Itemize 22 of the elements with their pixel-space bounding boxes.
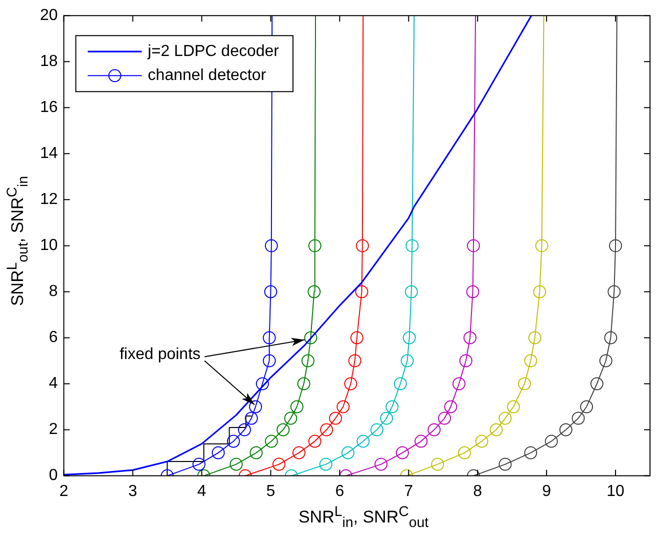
- legend-label: j=2 LDPC decoder: [146, 43, 280, 60]
- y-tick-label: 18: [40, 53, 58, 70]
- y-tick-label: 8: [48, 283, 58, 300]
- x-tick-label: 9: [542, 482, 552, 500]
- y-tick-label: 10: [40, 237, 58, 254]
- y-tick-label: 0: [48, 467, 58, 484]
- x-tick-label: 8: [473, 482, 482, 500]
- x-tick-label: 6: [335, 482, 344, 500]
- y-tick-label: 4: [48, 375, 58, 392]
- x-tick-label: 7: [404, 482, 414, 500]
- y-tick-label: 14: [40, 145, 58, 162]
- x-tick-label: 10: [606, 482, 625, 500]
- y-tick-label: 20: [40, 7, 58, 24]
- legend-label: channel detector: [148, 67, 267, 84]
- y-tick-label: 6: [48, 329, 58, 346]
- y-tick-label: 2: [48, 421, 58, 438]
- x-tick-label: 4: [197, 482, 206, 500]
- y-tick-label: 16: [40, 99, 58, 116]
- x-tick-label: 3: [128, 482, 138, 500]
- y-tick-label: 12: [40, 191, 58, 208]
- annotation: fixed points: [120, 346, 201, 364]
- x-tick-label: 5: [266, 482, 276, 500]
